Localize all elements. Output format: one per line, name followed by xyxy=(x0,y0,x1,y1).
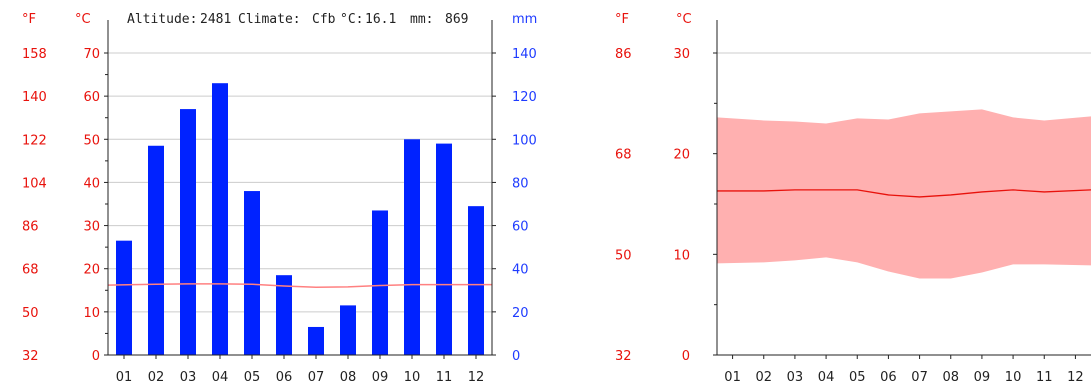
chart1-month-label: 05 xyxy=(244,370,261,385)
chart2-mean-line-path xyxy=(717,189,1091,198)
chart1-ytick-mm: 40 xyxy=(512,263,529,278)
chart1-precip-bar xyxy=(180,109,196,355)
chart1-precip-bar xyxy=(276,275,292,355)
chart1-ytick-mm: 0 xyxy=(512,349,520,364)
chart1-header: Altitude: 2481 Climate: Cfb °C: 16.1 mm:… xyxy=(127,12,468,27)
chart1-month-label: 09 xyxy=(372,370,389,385)
chart1-month-label: 03 xyxy=(180,370,197,385)
climate-label: Climate: xyxy=(238,12,301,27)
chart2-ytick-c: 10 xyxy=(673,248,690,263)
chart1-ytick-f: 158 xyxy=(22,47,47,62)
chart1-tick-labels: 0321050206830864010450122601407015802040… xyxy=(22,47,537,385)
chart1-ytick-c: 10 xyxy=(83,306,100,321)
chart2-fahrenheit-unit: °F xyxy=(615,12,629,27)
chart2-month-label: 10 xyxy=(1005,370,1022,385)
chart2-axes xyxy=(713,20,1091,359)
chart1-grid xyxy=(108,52,492,313)
chart2-month-label: 11 xyxy=(1036,370,1053,385)
chart1-ytick-f: 32 xyxy=(22,349,39,364)
chart1-month-label: 06 xyxy=(276,370,293,385)
chart2-month-label: 12 xyxy=(1067,370,1084,385)
chart1-ytick-f: 68 xyxy=(22,263,39,278)
chart1-axes xyxy=(104,20,496,359)
chart1-month-label: 10 xyxy=(404,370,421,385)
chart1-precip-bar xyxy=(244,191,260,355)
chart1-month-label: 07 xyxy=(308,370,325,385)
chart1-ytick-f: 122 xyxy=(22,133,47,148)
chart1-celsius-unit: °C xyxy=(75,12,91,27)
chart2-temp-band xyxy=(717,109,1091,279)
chart2-month-label: 07 xyxy=(911,370,928,385)
climate-value: Cfb xyxy=(312,12,336,27)
chart2-ytick-c: 0 xyxy=(682,349,690,364)
altitude-value: 2481 xyxy=(200,12,231,27)
temp-value: 16.1 xyxy=(365,12,396,27)
chart1-ytick-f: 50 xyxy=(22,306,39,321)
chart2-month-label: 03 xyxy=(787,370,804,385)
chart1-precip-bar xyxy=(436,143,452,355)
chart1-ytick-c: 60 xyxy=(83,90,100,105)
precip-label: mm: xyxy=(410,12,433,27)
chart1-ytick-f: 140 xyxy=(22,90,47,105)
chart2-month-label: 08 xyxy=(942,370,959,385)
chart2-ytick-c: 30 xyxy=(673,47,690,62)
chart2-month-label: 02 xyxy=(755,370,772,385)
climate-chart-2: °F °C 0 32 10 50 20 68 30 86 01 02 03 04 05 06 07 08 09 1… xyxy=(615,12,1091,385)
chart1-precip-bar xyxy=(212,83,228,355)
chart2-ytick-f: 32 xyxy=(615,349,632,364)
chart1-fahrenheit-unit: °F xyxy=(22,12,36,27)
chart2-month-label: 04 xyxy=(818,370,835,385)
chart1-ytick-f: 104 xyxy=(22,176,47,191)
chart1-precip-bar xyxy=(116,240,132,355)
chart1-precip-bar xyxy=(372,210,388,355)
chart1-temp-line-path xyxy=(107,283,492,289)
chart1-precip-bar xyxy=(404,139,420,355)
chart2-month-label: 01 xyxy=(724,370,741,385)
chart2-ytick-f: 50 xyxy=(615,248,632,263)
temp-label: °C: xyxy=(340,12,363,27)
chart1-month-label: 01 xyxy=(116,370,133,385)
chart1-month-label: 02 xyxy=(148,370,165,385)
chart1-month-label: 11 xyxy=(436,370,453,385)
altitude-label: Altitude: xyxy=(127,12,197,27)
chart1-precip-bar xyxy=(468,206,484,355)
chart1-ytick-mm: 60 xyxy=(512,220,529,235)
chart1-ytick-c: 0 xyxy=(92,349,100,364)
chart2-month-label: 09 xyxy=(974,370,991,385)
chart2-ytick-c: 20 xyxy=(673,148,690,163)
chart1-ytick-mm: 140 xyxy=(512,47,537,62)
chart2-min-max-band xyxy=(717,109,1091,279)
chart1-month-label: 04 xyxy=(212,370,229,385)
chart2-mean-line xyxy=(717,189,1091,198)
chart1-ytick-mm: 80 xyxy=(512,176,529,191)
chart1-ytick-f: 86 xyxy=(22,220,39,235)
chart1-ytick-mm: 100 xyxy=(512,133,537,148)
climate-chart-1: °F °C mm Altitude: 2481 Climate: Cfb °C:… xyxy=(22,12,537,385)
precip-value: 869 xyxy=(445,12,468,27)
chart1-ytick-c: 30 xyxy=(83,220,100,235)
chart1-bars xyxy=(116,83,484,355)
chart1-precip-bar xyxy=(340,305,356,355)
chart2-ytick-f: 68 xyxy=(615,148,632,163)
chart1-precip-bar xyxy=(148,145,164,355)
chart1-ytick-c: 70 xyxy=(83,47,100,62)
chart1-temp-line xyxy=(107,283,492,289)
chart1-ytick-mm: 120 xyxy=(512,90,537,105)
chart1-ytick-mm: 20 xyxy=(512,306,529,321)
chart1-month-label: 08 xyxy=(340,370,357,385)
chart1-precip-bar xyxy=(308,326,324,355)
chart2-month-label: 05 xyxy=(849,370,866,385)
chart1-mm-unit: mm xyxy=(512,12,537,27)
chart2-ytick-f: 86 xyxy=(615,47,632,62)
chart2-tick-labels: 0 32 10 50 20 68 30 86 01 02 03 04 05 06 07 08 09 10 11 12 xyxy=(615,47,1084,385)
chart2-celsius-unit: °C xyxy=(676,12,692,27)
chart1-month-label: 12 xyxy=(468,370,485,385)
chart1-ytick-c: 40 xyxy=(83,176,100,191)
chart1-ytick-c: 50 xyxy=(83,133,100,148)
chart2-month-label: 06 xyxy=(880,370,897,385)
chart1-ytick-c: 20 xyxy=(83,263,100,278)
